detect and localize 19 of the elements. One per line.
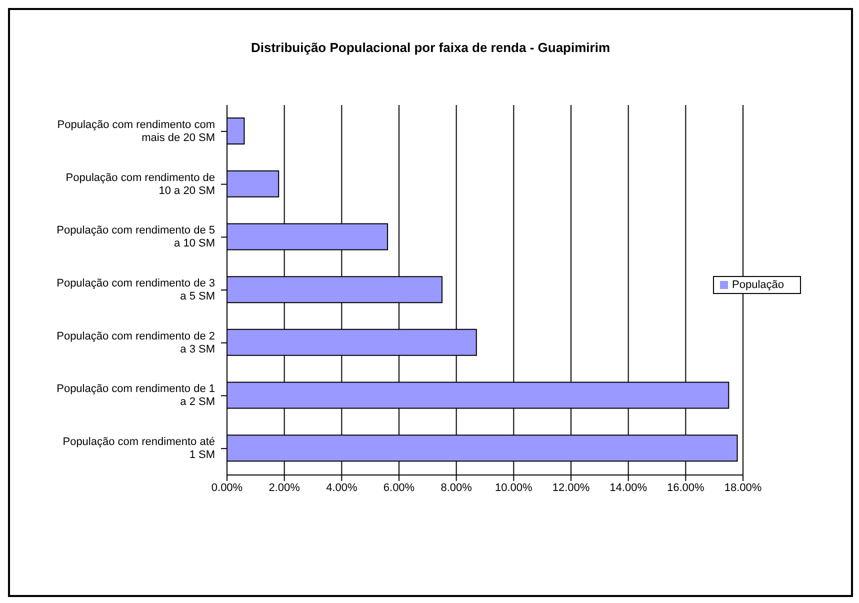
x-tick-label: 12.00%: [552, 482, 590, 494]
x-tick-label: 18.00%: [724, 482, 762, 494]
y-tick-label: População com rendimento com mais de 20 SM: [57, 118, 215, 144]
chart-title: Distribuição Populacional por faixa de renda - Guapimirim: [250, 40, 612, 55]
y-tick-label: População com rendimento de 2 a 3 SM: [56, 330, 215, 356]
x-tick-label: 16.00%: [667, 482, 705, 494]
y-tick-label: População com rendimento de 3 a 5 SM: [56, 278, 215, 302]
y-tick-label: População com rendimento de 5 a 10 SM: [56, 224, 215, 250]
legend-label: População: [732, 279, 784, 291]
x-tick-label: 6.00%: [383, 482, 415, 494]
x-tick-label: 4.00%: [326, 482, 358, 494]
y-tick-label: População com rendimento de 10 a 20 SM: [66, 172, 215, 197]
x-tick-label: 0.00%: [211, 482, 243, 494]
x-tick-label: 10.00%: [495, 482, 533, 494]
x-tick-label: 8.00%: [440, 482, 472, 494]
y-tick-label: População com rendimento de 1 a 2 SM: [56, 383, 215, 408]
x-tick-label: 2.00%: [268, 482, 300, 494]
y-tick-label: População com rendimento até 1 SM: [62, 436, 215, 462]
x-tick-label: 14.00%: [610, 482, 648, 494]
